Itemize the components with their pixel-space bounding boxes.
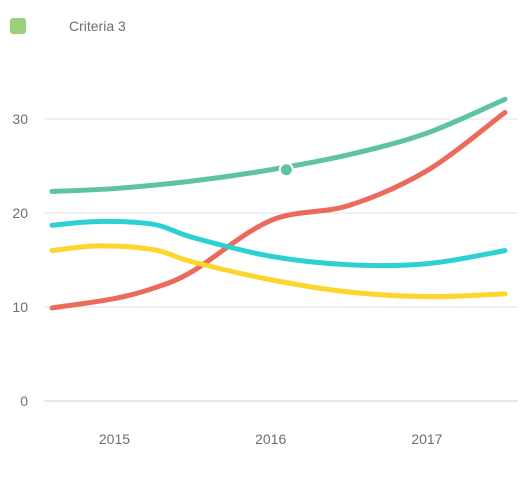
highlight-points <box>278 162 294 178</box>
x-tick-label: 2016 <box>255 431 286 447</box>
series-line-3[interactable] <box>49 218 508 269</box>
y-tick-label: 20 <box>12 205 28 221</box>
gridlines <box>44 118 518 402</box>
series-line-2[interactable] <box>49 109 508 311</box>
y-tick-label: 10 <box>12 299 28 315</box>
highlight-point[interactable] <box>278 162 294 178</box>
y-axis-ticks: 0 10 20 30 <box>12 111 28 409</box>
x-tick-label: 2015 <box>99 431 130 447</box>
x-axis-ticks: 2015 2016 2017 <box>99 431 443 447</box>
y-tick-label: 30 <box>12 111 28 127</box>
series-line-4[interactable] <box>49 243 508 300</box>
y-tick-label: 0 <box>20 393 28 409</box>
series-line-1[interactable] <box>49 96 508 194</box>
legend[interactable]: Criteria 3 <box>10 18 126 34</box>
legend-label: Criteria 3 <box>69 18 126 34</box>
legend-swatch <box>10 18 26 34</box>
series-lines <box>49 96 508 311</box>
x-tick-label: 2017 <box>411 431 442 447</box>
